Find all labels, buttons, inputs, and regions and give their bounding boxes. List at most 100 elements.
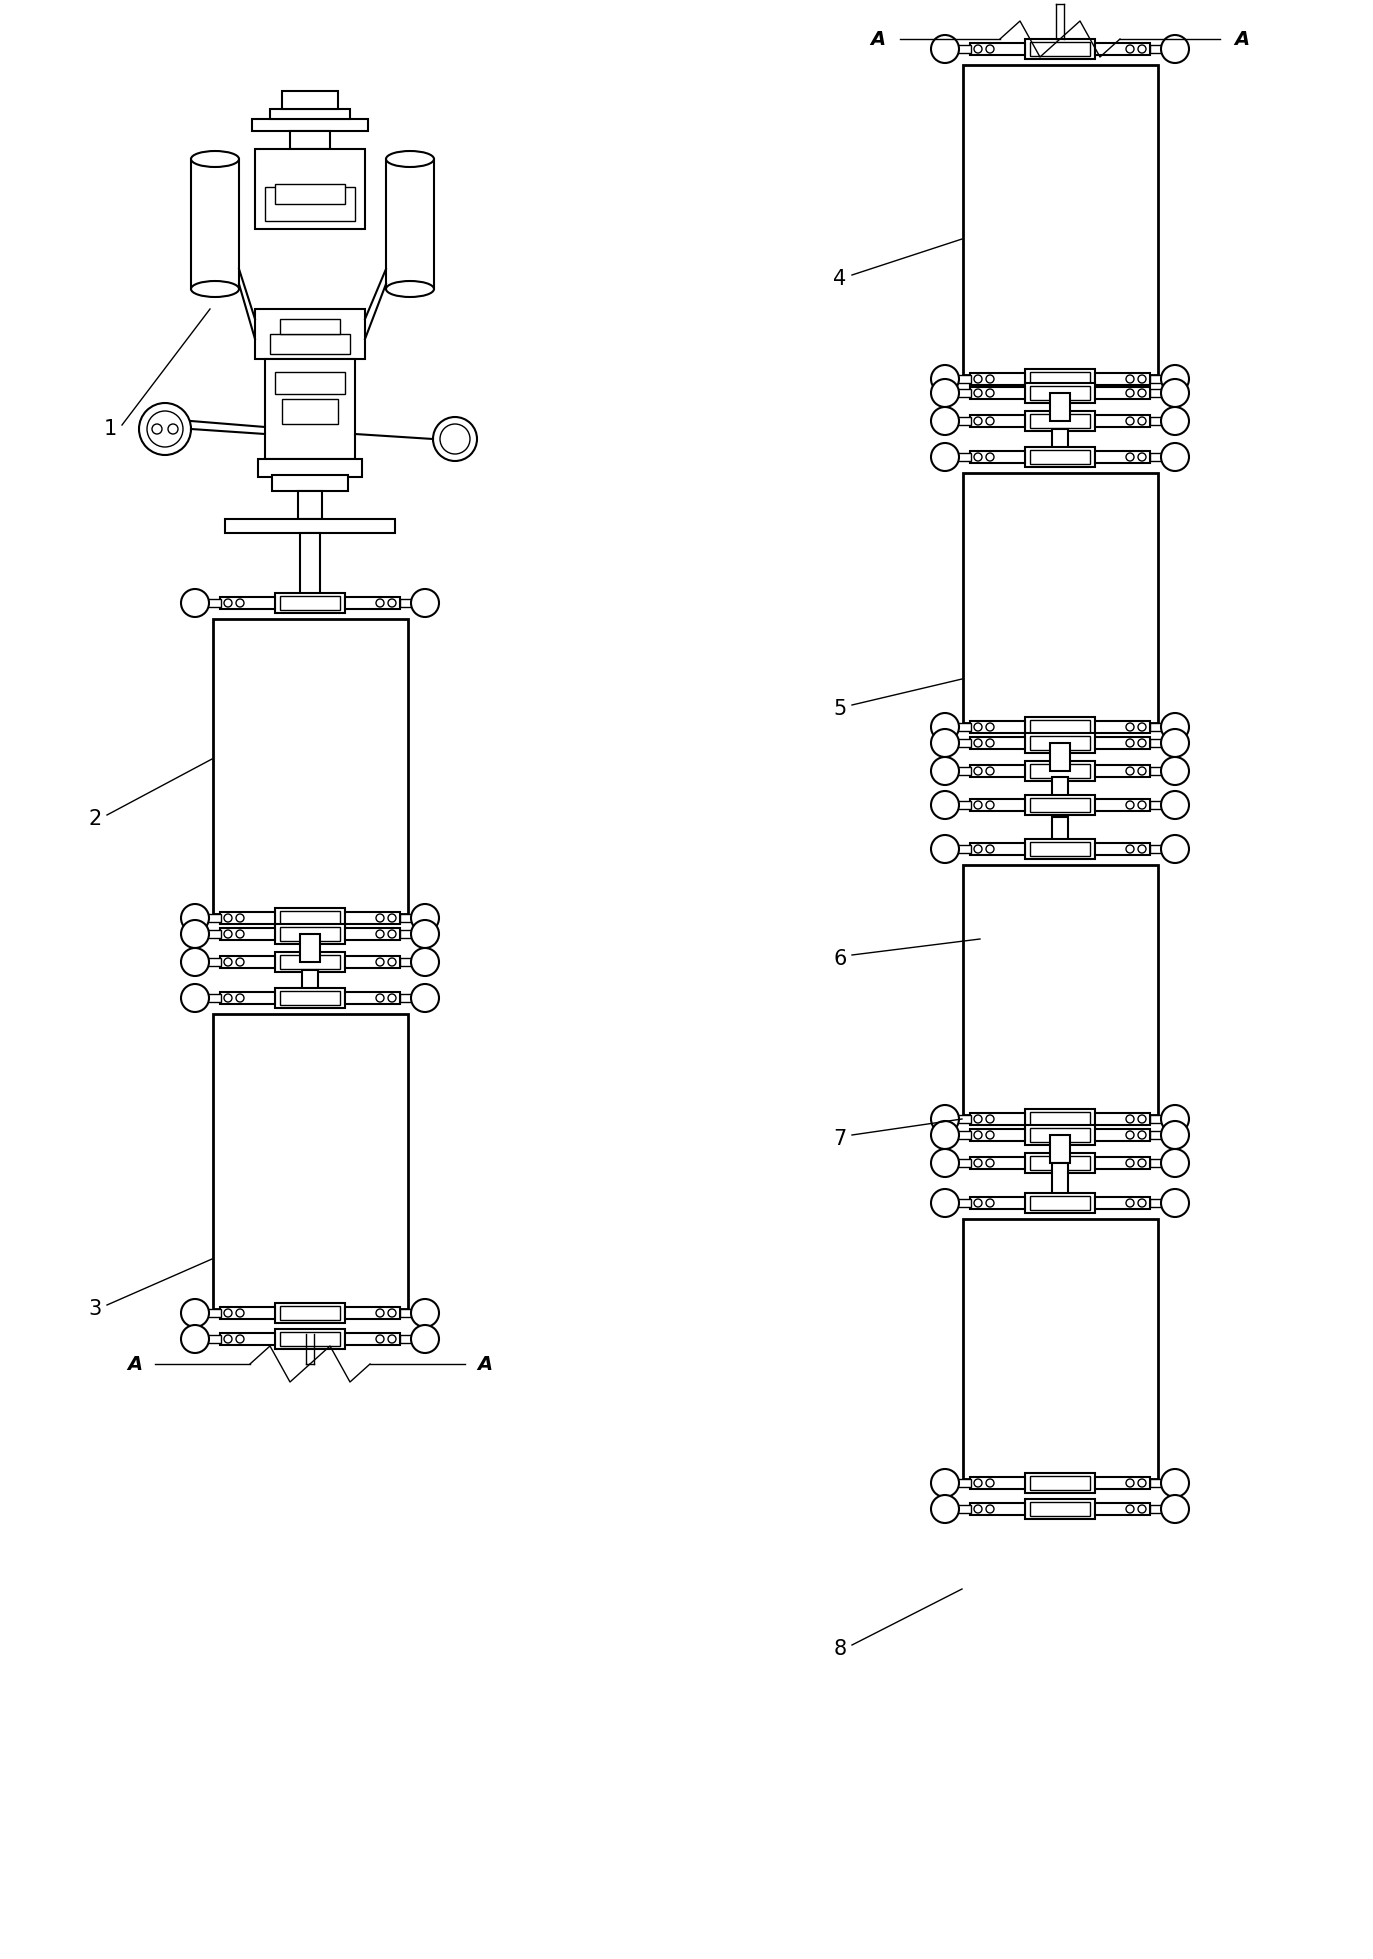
Circle shape — [986, 1160, 994, 1168]
Bar — [1096, 451, 1151, 462]
Bar — [1151, 374, 1175, 384]
Circle shape — [1138, 1160, 1146, 1168]
Bar — [1030, 1156, 1090, 1170]
Bar — [969, 43, 1026, 55]
Bar — [1151, 1199, 1175, 1207]
Bar — [969, 1197, 1026, 1209]
Bar — [1096, 43, 1151, 55]
Bar — [213, 1015, 408, 1309]
Bar — [1030, 372, 1090, 386]
Circle shape — [411, 983, 439, 1013]
Circle shape — [986, 1505, 994, 1512]
Bar — [1030, 386, 1090, 400]
Circle shape — [931, 1105, 958, 1132]
Bar — [1030, 1113, 1090, 1126]
Circle shape — [973, 45, 982, 53]
Circle shape — [224, 993, 232, 1001]
Bar — [1151, 1505, 1175, 1512]
Bar — [969, 1158, 1026, 1170]
Text: 5: 5 — [833, 699, 847, 719]
Circle shape — [1138, 723, 1146, 731]
Circle shape — [411, 590, 439, 617]
Bar — [962, 866, 1157, 1115]
Circle shape — [389, 1309, 395, 1316]
Circle shape — [236, 1334, 244, 1344]
Text: A: A — [128, 1354, 143, 1373]
Bar — [220, 1307, 275, 1318]
Circle shape — [973, 1160, 982, 1168]
Circle shape — [181, 903, 209, 932]
Bar — [270, 333, 350, 355]
Circle shape — [389, 915, 395, 923]
Bar — [196, 931, 221, 938]
Bar — [1026, 760, 1096, 782]
Bar — [275, 184, 345, 204]
Bar — [280, 954, 341, 970]
Bar — [1096, 388, 1151, 400]
Circle shape — [432, 417, 476, 460]
Bar — [1050, 1134, 1070, 1164]
Bar — [1151, 1115, 1175, 1123]
Circle shape — [1162, 443, 1189, 470]
Bar — [946, 739, 971, 746]
Bar — [962, 1218, 1157, 1479]
Circle shape — [1126, 1199, 1134, 1207]
Circle shape — [973, 417, 982, 425]
Circle shape — [1162, 1469, 1189, 1497]
Bar — [1026, 411, 1096, 431]
Circle shape — [986, 1115, 994, 1123]
Circle shape — [1126, 417, 1134, 425]
Bar — [1026, 1109, 1096, 1128]
Circle shape — [986, 1130, 994, 1138]
Circle shape — [931, 756, 958, 786]
Bar — [1026, 1124, 1096, 1144]
Bar — [1052, 429, 1068, 456]
Circle shape — [181, 983, 209, 1013]
Text: 8: 8 — [833, 1640, 847, 1659]
Circle shape — [1138, 45, 1146, 53]
Circle shape — [1162, 835, 1189, 864]
Bar — [969, 766, 1026, 778]
Circle shape — [973, 1130, 982, 1138]
Bar — [225, 519, 395, 533]
Circle shape — [1162, 407, 1189, 435]
Bar — [280, 927, 341, 940]
Circle shape — [376, 958, 384, 966]
Circle shape — [1126, 1115, 1134, 1123]
Bar — [265, 358, 356, 458]
Bar — [1026, 838, 1096, 858]
Bar — [220, 956, 275, 968]
Bar — [1151, 417, 1175, 425]
Circle shape — [376, 931, 384, 938]
Circle shape — [931, 1150, 958, 1177]
Bar — [191, 159, 239, 290]
Bar — [946, 1130, 971, 1138]
Bar — [946, 1199, 971, 1207]
Circle shape — [411, 1299, 439, 1326]
Circle shape — [1162, 1121, 1189, 1150]
Circle shape — [147, 411, 183, 447]
Circle shape — [1162, 1150, 1189, 1177]
Bar — [345, 929, 400, 940]
Bar — [220, 1332, 275, 1346]
Bar — [280, 911, 341, 925]
Bar — [946, 1115, 971, 1123]
Circle shape — [1126, 453, 1134, 460]
Bar — [1052, 778, 1068, 805]
Circle shape — [224, 1309, 232, 1316]
Circle shape — [986, 768, 994, 776]
Ellipse shape — [191, 280, 239, 298]
Bar — [1096, 1128, 1151, 1140]
Circle shape — [236, 931, 244, 938]
Circle shape — [1126, 1505, 1134, 1512]
Bar — [946, 1160, 971, 1168]
Circle shape — [389, 599, 395, 607]
Circle shape — [1138, 768, 1146, 776]
Text: 2: 2 — [88, 809, 102, 829]
Circle shape — [931, 35, 958, 63]
Bar — [255, 149, 365, 229]
Bar — [1096, 799, 1151, 811]
Bar — [400, 915, 426, 923]
Bar — [253, 119, 368, 131]
Bar — [400, 993, 426, 1001]
